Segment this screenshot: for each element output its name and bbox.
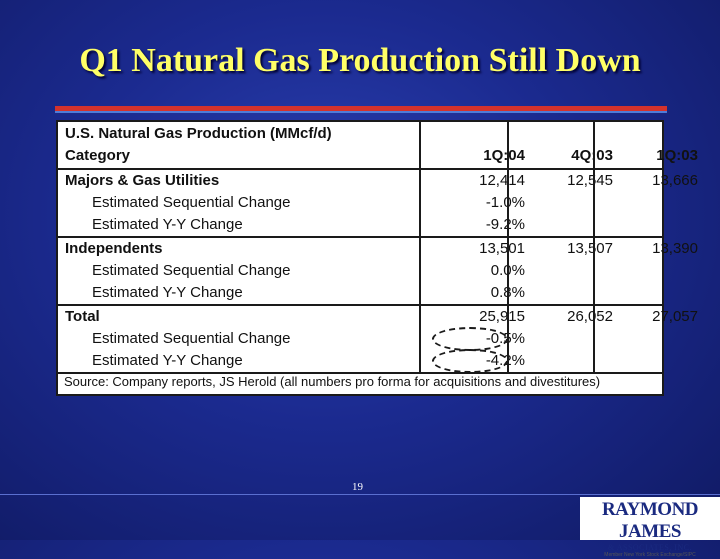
value-4q03: 13,507 xyxy=(567,240,613,257)
value-4q03: 12,545 xyxy=(567,172,613,189)
sequential-value: -1.0% xyxy=(485,194,525,211)
logo-main-text: RAYMOND JAMES xyxy=(601,499,699,542)
sequential-label: Estimated Sequential Change xyxy=(92,262,291,279)
raymond-james-logo: RAYMOND JAMES & ASSOCIATES, INC. Member … xyxy=(580,497,720,558)
table-row: Estimated Sequential Change -1.0% xyxy=(58,192,662,214)
table-row: Estimated Y-Y Change -9.2% xyxy=(58,214,662,236)
yoy-label: Estimated Y-Y Change xyxy=(92,216,243,233)
yoy-value: 0.8% xyxy=(445,282,525,304)
section-name: Total xyxy=(65,308,100,325)
column-divider xyxy=(507,122,509,372)
column-divider xyxy=(419,122,421,372)
production-table: U.S. Natural Gas Production (MMcf/d) Cat… xyxy=(56,120,698,396)
table-row: Estimated Y-Y Change 0.8% xyxy=(58,282,662,304)
yoy-value: -9.2% xyxy=(485,216,525,233)
table-heading-row: U.S. Natural Gas Production (MMcf/d) xyxy=(58,123,662,145)
value-1q04: 13,501 xyxy=(479,240,525,257)
value-1q04: 25,915 xyxy=(479,308,525,325)
table-row: Total 25,915 26,052 27,057 xyxy=(58,306,698,328)
divider xyxy=(58,168,662,170)
divider xyxy=(58,372,662,374)
column-divider xyxy=(593,122,595,372)
yoy-label: Estimated Y-Y Change xyxy=(92,284,243,301)
table-row: Estimated Sequential Change 0.0% xyxy=(58,260,662,282)
value-1q03: 27,057 xyxy=(652,308,698,325)
value-1q03: 13,390 xyxy=(652,240,698,257)
logo-tagline: Member New York Stock Exchange/SIPC xyxy=(604,552,696,558)
value-4q03: 26,052 xyxy=(567,308,613,325)
page-number: 19 xyxy=(352,481,363,493)
sequential-value: 0.0% xyxy=(445,260,525,282)
column-header-category: Category xyxy=(65,147,131,164)
footer-line xyxy=(0,494,720,495)
logo-sub-text: & ASSOCIATES, INC. xyxy=(607,543,693,552)
highlight-circle xyxy=(432,349,508,373)
table-row: Majors & Gas Utilities 12,414 12,545 13,… xyxy=(58,170,698,192)
slide-title: Q1 Natural Gas Production Still Down xyxy=(79,42,641,79)
column-header-row: Category 1Q:04 4Q:03 1Q:03 xyxy=(58,145,698,167)
value-1q03: 13,666 xyxy=(652,172,698,189)
yoy-label: Estimated Y-Y Change xyxy=(92,352,243,369)
table-row: Independents 13,501 13,507 13,390 xyxy=(58,238,698,260)
section-name: Majors & Gas Utilities xyxy=(65,172,220,189)
title-underline-red xyxy=(55,106,667,111)
column-header-4q03: 4Q:03 xyxy=(533,145,613,167)
sequential-label: Estimated Sequential Change xyxy=(92,194,291,211)
table-heading: U.S. Natural Gas Production (MMcf/d) xyxy=(65,125,332,142)
value-1q04: 12,414 xyxy=(479,172,525,189)
title-underline-blue xyxy=(55,111,667,113)
source-note: Source: Company reports, JS Herold (all … xyxy=(64,374,601,389)
section-name: Independents xyxy=(65,240,163,257)
highlight-circle xyxy=(432,327,508,351)
column-header-1q03: 1Q:03 xyxy=(656,147,698,164)
table-row: Estimated Y-Y Change -4.2% xyxy=(58,350,662,372)
divider xyxy=(58,236,662,238)
sequential-label: Estimated Sequential Change xyxy=(92,330,291,347)
column-header-1q04: 1Q:04 xyxy=(483,147,525,164)
table-row: Estimated Sequential Change -0.5% xyxy=(58,328,662,350)
divider xyxy=(58,304,662,306)
